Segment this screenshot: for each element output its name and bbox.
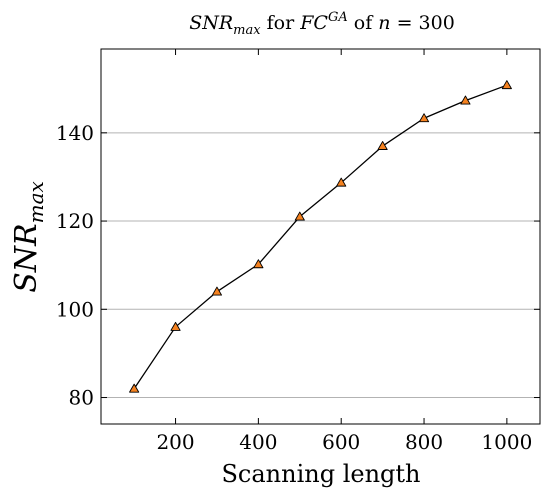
y-tick-label: 100 (56, 297, 94, 321)
title-of: of (348, 12, 379, 34)
x-tick-label: 400 (239, 430, 277, 454)
data-point-marker (253, 259, 264, 269)
x-tick-label: 200 (156, 430, 194, 454)
data-point-marker (377, 141, 388, 150)
y-tick-label: 140 (56, 121, 94, 145)
data-point-marker (129, 383, 140, 393)
x-axis-label: Scanning length (221, 460, 420, 488)
data-point-marker (460, 95, 471, 105)
data-point-marker (336, 177, 347, 187)
chart-title: SNRmax for FCGA of n = 300 (189, 10, 455, 38)
plot-frame (100, 48, 541, 425)
data-point-marker (294, 211, 305, 221)
data-point-marker (211, 286, 223, 296)
x-tick-label: 1000 (481, 430, 532, 454)
data-point-marker (418, 113, 430, 123)
y-tick-label: 80 (69, 386, 94, 410)
y-axis-label: SNRmax (9, 181, 48, 293)
grid-layer (101, 132, 540, 399)
title-n: n (378, 12, 390, 34)
y-axis-label-main: SNR (9, 223, 44, 292)
x-tick-label: 600 (322, 430, 360, 454)
data-point-marker (170, 321, 181, 331)
series-line (133, 84, 508, 390)
y-tick-label: 120 (56, 209, 94, 233)
y-axis-label-sub: max (24, 181, 48, 223)
title-for: for (261, 12, 301, 34)
title-value: = 300 (391, 12, 455, 34)
title-fc-sup: GA (328, 10, 348, 25)
title-snr-sub: max (233, 23, 261, 38)
title-fc: FC (299, 12, 328, 34)
tick-layer: 80 100 120 140 200 400 600 800 1000 (56, 49, 540, 454)
series-layer (129, 80, 512, 393)
data-point-marker (501, 80, 512, 90)
title-snr: SNR (189, 12, 233, 34)
x-tick-label: 800 (405, 430, 443, 454)
